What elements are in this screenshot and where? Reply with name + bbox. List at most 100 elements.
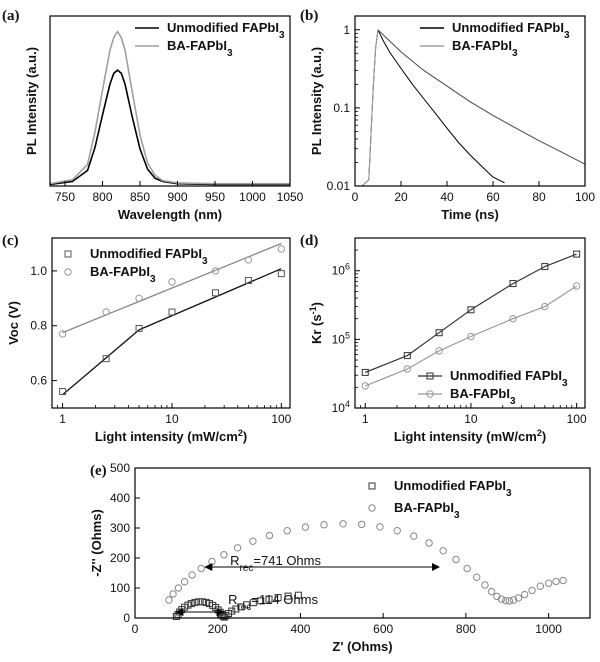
rrec-label-741: Rrec=741 Ohms [230, 553, 321, 574]
panel-label: (b) [300, 8, 318, 24]
data-point [283, 527, 291, 535]
x-axis-title: Time (ns) [441, 207, 499, 222]
data-point [197, 564, 205, 573]
data-point [228, 607, 236, 615]
x-axis-title: Light intensity (mW/cm2) [95, 428, 247, 444]
plot-frame [354, 15, 586, 187]
data-point [198, 598, 206, 606]
plot-area [58, 242, 286, 396]
x-tick-label: 850 [130, 190, 150, 204]
data-point [249, 537, 257, 545]
plot-area [361, 250, 581, 390]
data-point [509, 315, 517, 323]
y-tick-label: 200 [110, 551, 130, 565]
x-tick-label: 10 [165, 412, 179, 426]
data-point [467, 332, 475, 341]
data-point [361, 368, 369, 376]
data-point [559, 576, 567, 585]
fit-line [377, 29, 586, 165]
data-point [357, 520, 366, 529]
y-tick-label: 106 [332, 262, 350, 278]
panel-b: (b) 0 20 40 60 80 100 0.01 0.1 1 Time (ns) PL Inten… [300, 8, 595, 222]
data-point [467, 306, 475, 314]
x-tick-label: 100 [575, 190, 595, 204]
data-point [168, 308, 176, 316]
panel-c: (c) 1 10 100 0.6 0.8 1.0 Light intensity (mW/cm… [2, 233, 292, 444]
data-point [244, 277, 252, 284]
data-point [320, 521, 328, 529]
y-axis-title: PL Intensity (a.u.) [24, 47, 39, 155]
y-tick-label: 400 [110, 491, 130, 505]
data-point [274, 594, 282, 602]
data-point [168, 278, 176, 286]
plot-frame [354, 237, 586, 409]
data-point [301, 523, 310, 531]
data-point [435, 329, 443, 337]
x-tick-label: 750 [55, 190, 75, 204]
rrec-label-114: Rrec=114 Ohms [228, 592, 318, 613]
y-axis-title: Voc (V) [6, 301, 21, 345]
data-point [208, 557, 216, 566]
x-tick-label: 80 [532, 190, 546, 204]
data-point [439, 547, 447, 555]
legend-label: BA-FAPbI3 [394, 500, 460, 521]
panel-label: (e) [90, 463, 107, 479]
data-point [505, 597, 514, 605]
plot-area [49, 30, 290, 186]
data-point [403, 352, 411, 360]
panel-label: (c) [2, 233, 19, 249]
data-point [514, 594, 523, 602]
x-tick-label: 1000 [239, 190, 266, 204]
data-point [257, 597, 265, 605]
data-point [472, 573, 481, 581]
data-point [294, 591, 302, 599]
data-point [509, 280, 517, 288]
data-point [174, 584, 183, 592]
series-line-1 [49, 30, 290, 185]
x-tick-label: 200 [208, 622, 228, 636]
data-point [58, 330, 67, 338]
data-point [211, 289, 219, 297]
y-tick-label: 0.01 [327, 179, 351, 193]
data-point [520, 590, 529, 599]
data-point [180, 578, 189, 586]
y-axis-title: PL Intensity (a.u.) [309, 47, 324, 155]
legend-label: BA-FAPbI3 [452, 38, 518, 59]
y-tick-label: 0.1 [333, 101, 350, 115]
plot-frame [49, 15, 291, 187]
legend-marker [368, 504, 376, 512]
series-line-0 [361, 29, 505, 187]
x-tick-label: 800 [456, 622, 476, 636]
y-tick-label: 100 [110, 581, 130, 595]
x-tick-label: 400 [290, 622, 310, 636]
x-tick-label: 20 [394, 190, 408, 204]
y-axis-title: -Z'' (Ohms) [89, 509, 104, 577]
x-axis-title: Z' (Ohms) [332, 639, 392, 654]
y-tick-label: 300 [110, 521, 130, 535]
data-point [572, 282, 581, 290]
x-tick-label: 0 [132, 622, 139, 636]
x-tick-label: 900 [167, 190, 187, 204]
legend-marker [426, 390, 434, 398]
x-tick-label: 1000 [535, 622, 562, 636]
panel-label: (d) [300, 233, 318, 249]
y-tick-label: 0.8 [30, 319, 47, 333]
legend-label: BA-FAPbI3 [90, 264, 156, 285]
legend-marker [426, 372, 434, 380]
plot-area [361, 29, 586, 187]
legend-label: Unmodified FAPbI3 [90, 246, 208, 267]
plot-frame [134, 467, 591, 619]
data-point [425, 539, 433, 547]
data-point [573, 250, 581, 258]
data-point [544, 579, 553, 587]
data-point [243, 601, 251, 609]
series-line-1 [364, 285, 577, 387]
x-axis-title: Wavelength (nm) [118, 207, 222, 222]
y-axis-title: Kr (s-1) [308, 302, 324, 344]
y-tick-label: 500 [110, 461, 130, 475]
data-point [509, 596, 518, 604]
